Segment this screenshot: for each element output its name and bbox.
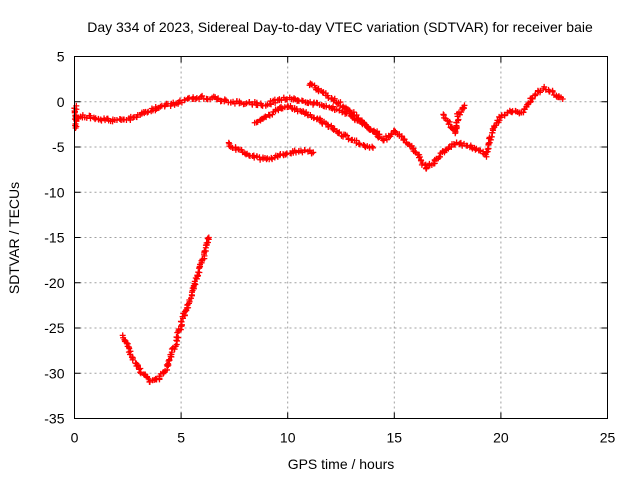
data-point — [520, 109, 527, 116]
data-point — [87, 112, 94, 119]
data-point — [401, 136, 408, 143]
data-point — [171, 346, 178, 353]
data-point — [213, 96, 220, 103]
data-point — [477, 147, 484, 154]
data-point — [269, 111, 276, 118]
data-point — [328, 122, 335, 129]
data-point — [205, 234, 212, 241]
data-point — [291, 95, 298, 102]
x-tick-label: 20 — [493, 430, 509, 446]
data-point — [215, 95, 222, 102]
y-tick-label: 0 — [57, 94, 65, 110]
data-point — [204, 235, 211, 242]
data-point — [388, 130, 395, 137]
data-point — [181, 96, 188, 103]
data-point — [329, 103, 336, 110]
y-tick-label: 5 — [57, 49, 65, 65]
y-tick-label: -35 — [44, 411, 64, 427]
y-tick-label: -15 — [44, 230, 64, 246]
data-point — [416, 154, 423, 160]
y-axis-label: SDTVAR / TECUs — [6, 182, 22, 294]
x-tick-label: 15 — [387, 430, 403, 446]
data-point — [178, 318, 185, 325]
data-point — [137, 369, 144, 376]
data-point — [137, 370, 144, 377]
data-point — [529, 95, 536, 102]
y-tick-label: -30 — [44, 365, 64, 381]
data-point — [282, 151, 289, 158]
data-point — [325, 123, 332, 130]
y-tick-label: -25 — [44, 320, 64, 336]
data-point — [123, 339, 130, 346]
x-axis-label: GPS time / hours — [288, 456, 395, 472]
x-tick-label: 5 — [177, 430, 185, 446]
data-point — [136, 366, 143, 373]
data-point — [195, 269, 202, 276]
data-point — [549, 88, 556, 95]
data-point — [440, 111, 447, 118]
data-point — [457, 139, 464, 146]
data-point — [166, 357, 173, 364]
data-point — [173, 334, 180, 341]
data-point — [92, 115, 99, 122]
chart-title: Day 334 of 2023, Sidereal Day-to-day VTE… — [87, 19, 593, 35]
data-point — [306, 147, 313, 154]
data-point — [310, 149, 317, 156]
data-point — [448, 124, 455, 131]
data-point — [459, 106, 466, 113]
plot-area — [71, 80, 566, 385]
data-point — [323, 102, 330, 109]
data-point — [72, 124, 79, 131]
data-point — [336, 129, 343, 136]
data-point — [537, 87, 544, 94]
data-point — [559, 96, 566, 103]
data-point — [344, 132, 351, 139]
data-point — [145, 375, 152, 382]
data-point — [484, 146, 491, 153]
data-point — [144, 109, 151, 116]
data-point — [376, 131, 383, 138]
x-tick-label: 25 — [600, 430, 616, 446]
data-point — [436, 153, 443, 160]
x-tick-label: 0 — [71, 430, 79, 446]
y-tick-label: -5 — [52, 139, 65, 155]
data-point — [369, 143, 376, 150]
data-point — [369, 144, 376, 151]
data-point — [528, 95, 535, 102]
data-point — [417, 157, 424, 164]
data-point — [199, 92, 206, 99]
y-tick-label: -20 — [44, 275, 64, 291]
y-tick-label: -10 — [44, 184, 64, 200]
data-point — [129, 356, 136, 363]
x-tick-label: 10 — [280, 430, 296, 446]
data-point — [483, 149, 490, 156]
axis-ticks: 0 5 10 15 20 25 5 0 -5 -10 -15 -20 -25 -30 -35 — [44, 49, 615, 446]
